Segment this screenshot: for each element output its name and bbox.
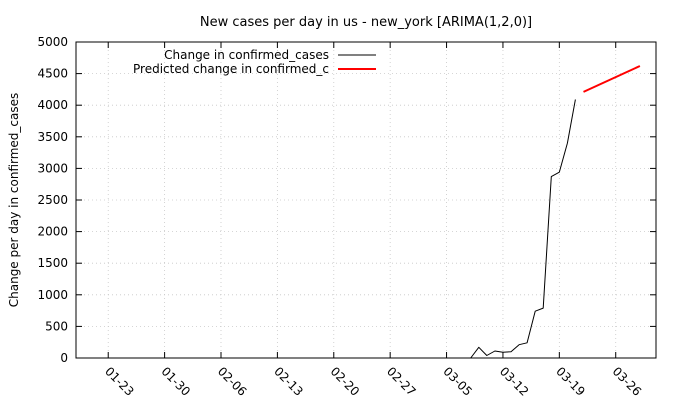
y-tick-labels: 0 500 1000 1500 2000 2500 3000 3500 4000 4500 5000 xyxy=(37,35,68,365)
y-tick-label: 2000 xyxy=(37,225,68,239)
x-tick-label: 02-06 xyxy=(215,364,250,399)
y-tick-label: 500 xyxy=(45,319,68,333)
x-tick-label: 03-26 xyxy=(610,364,645,399)
x-tick-label: 03-05 xyxy=(440,364,475,399)
x-tick-label: 03-12 xyxy=(497,364,532,399)
grid-lines xyxy=(76,42,656,358)
y-tick-label: 4500 xyxy=(37,67,68,81)
y-tick-label: 1000 xyxy=(37,288,68,302)
data-series xyxy=(462,65,641,359)
x-tick-label: 02-20 xyxy=(328,364,363,399)
plot-frame xyxy=(75,41,657,359)
x-tick-labels: 01-23 01-30 02-06 02-13 02-20 02-27 03-05 03-12… xyxy=(102,364,644,399)
y-tick-label: 1500 xyxy=(37,256,68,270)
y-tick-label: 0 xyxy=(60,351,68,365)
chart-title: New cases per day in us - new_york [ARIM… xyxy=(200,15,532,30)
y-tick-label: 3500 xyxy=(37,130,68,144)
x-tick-label: 02-27 xyxy=(384,364,419,399)
series-line-confirmed xyxy=(462,99,576,359)
series-line-predicted xyxy=(583,65,641,93)
x-tick-label: 03-19 xyxy=(553,364,588,399)
y-tick-label: 2500 xyxy=(37,193,68,207)
y-axis-label: Change per day in confirmed_cases xyxy=(7,93,21,308)
y-tick-label: 5000 xyxy=(37,35,68,49)
x-tick-label: 01-30 xyxy=(158,364,193,399)
y-tick-label: 3000 xyxy=(37,161,68,175)
axis-ticks xyxy=(76,41,656,359)
legend-label-confirmed: Change in confirmed_cases xyxy=(164,48,329,62)
x-tick-label: 02-13 xyxy=(271,364,306,399)
chart-legend: Change in confirmed_cases Predicted chan… xyxy=(133,48,376,76)
x-tick-label: 01-23 xyxy=(102,364,137,399)
y-tick-label: 4000 xyxy=(37,98,68,112)
legend-label-predicted: Predicted change in confirmed_c xyxy=(133,62,329,76)
